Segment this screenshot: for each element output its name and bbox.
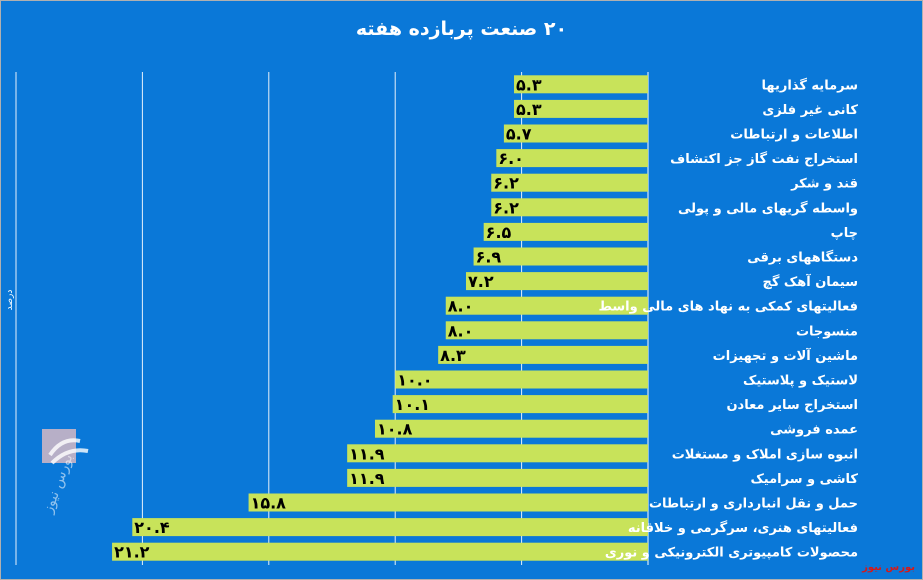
category-label: سیمان آهک گچ: [762, 273, 858, 290]
bar-value-label: ۵.۷: [506, 125, 532, 144]
bar: [491, 198, 648, 217]
bar: [496, 149, 648, 168]
bar: [248, 493, 649, 512]
bar: [445, 296, 648, 315]
bar: [514, 75, 648, 94]
bar-value-label: ۸.۰: [448, 321, 474, 340]
bar: [503, 124, 648, 143]
bar-value-label: ۱۱.۹: [349, 469, 385, 488]
bar: [491, 173, 648, 192]
category-label: ماشین آلات و تجهیزات: [713, 347, 858, 364]
chart-title: ۲۰ صنعت پربازده هفته: [355, 18, 568, 40]
bar: [347, 468, 648, 487]
bourse-news-logo-icon: بورس نیوز: [40, 429, 89, 516]
category-label: لاستیک و پلاستیک: [743, 374, 858, 389]
category-label: عمده فروشی: [770, 423, 858, 438]
bar-value-label: ۸.۰: [448, 297, 474, 316]
bar-value-label: ۶.۲: [493, 198, 519, 217]
category-label: استخراج نفت گاز جز اکتشاف: [670, 151, 858, 167]
bar-value-label: ۵.۳: [516, 100, 542, 119]
bar-value-label: ۲۰.۴: [134, 518, 170, 537]
bar: [465, 272, 648, 291]
category-label: حمل و نقل انبارداری و ارتباطات: [649, 497, 858, 512]
bar: [392, 395, 648, 414]
bar-value-label: ۷.۲: [468, 272, 494, 291]
bar-value-label: ۱۱.۹: [349, 444, 385, 463]
category-label: استخراج سایر معادن: [726, 398, 858, 413]
bar-value-label: ۶.۲: [493, 174, 519, 193]
category-label: سرمایه گذاریها: [762, 77, 858, 93]
category-label: فعالیتهای هنری، سرگرمی و خلاقانه: [628, 520, 858, 536]
category-label: کانی غیر فلزی: [762, 103, 858, 118]
category-label: منسوجات: [796, 324, 858, 339]
bar-value-label: ۱۰.۸: [377, 420, 413, 439]
category-label: واسطه گریهای مالی و پولی: [678, 200, 858, 216]
bar-value-label: ۱۵.۸: [251, 494, 287, 513]
bar-value-label: ۶.۰: [498, 149, 524, 168]
bar: [395, 370, 648, 389]
bar: [445, 321, 648, 340]
bar-value-label: ۲۱.۲: [114, 543, 150, 562]
category-label: چاپ: [831, 226, 858, 241]
bar: [112, 542, 648, 561]
bar-value-label: ۵.۳: [516, 75, 542, 94]
bar-value-label: ۸.۳: [440, 346, 466, 365]
bar: [473, 247, 648, 266]
category-label: دستگاههای برقی: [747, 250, 858, 266]
bar-value-label: ۱۰.۰: [397, 371, 432, 390]
category-label: قند و شکر: [790, 177, 858, 192]
bar-value-label: ۶.۵: [486, 223, 512, 242]
bar: [374, 419, 648, 438]
category-label: انبوه سازی املاک و مستغلات: [672, 447, 858, 462]
bar-value-label: ۱۰.۱: [395, 395, 430, 414]
bar: [132, 518, 649, 537]
category-label: کاشی و سرامیک: [750, 472, 858, 487]
bar-value-label: ۶.۹: [476, 248, 502, 267]
bar: [438, 345, 648, 364]
bar: [483, 222, 648, 241]
bar: [347, 444, 648, 463]
category-label: اطلاعات و ارتباطات: [730, 128, 858, 143]
bar: [514, 99, 648, 118]
category-label: محصولات کامپیوتری الکترونیکی و نوری: [605, 546, 858, 561]
category-label: فعالیتهای کمکی به نهاد های مالی واسط: [598, 300, 858, 315]
source-label: بورس نیوز: [862, 562, 915, 573]
